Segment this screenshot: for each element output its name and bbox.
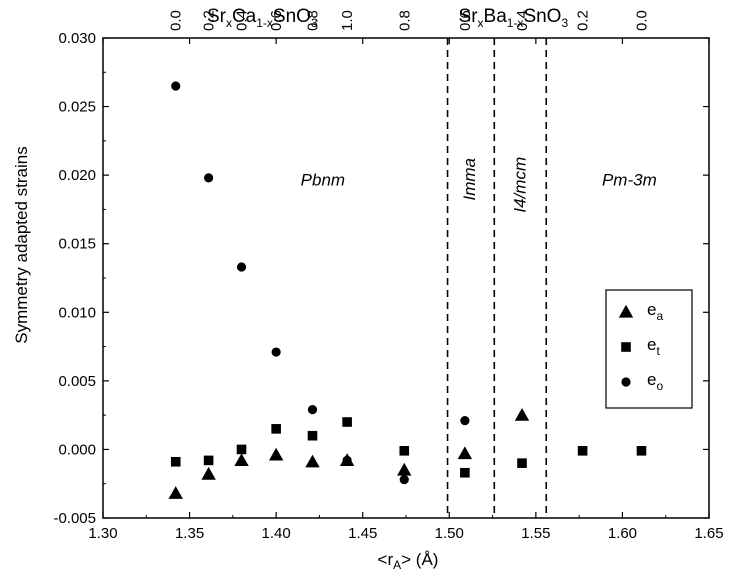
point-e-t bbox=[399, 446, 410, 456]
top-axis-tick-label: 0.4 bbox=[234, 10, 251, 31]
point-e-t bbox=[170, 456, 181, 467]
y-tick-label: 0.010 bbox=[58, 304, 96, 321]
top-axis-tick-label: 0.2 bbox=[201, 10, 218, 31]
y-tick-label: 0.020 bbox=[58, 167, 96, 184]
x-tick-label: 1.45 bbox=[348, 525, 377, 542]
point-e-o bbox=[204, 173, 214, 183]
top-axis-tick-label: 0.6 bbox=[268, 10, 285, 31]
legend-entry-name: e bbox=[647, 335, 656, 354]
legend-entry: et bbox=[647, 335, 660, 358]
x-tick-label: 1.35 bbox=[175, 525, 204, 542]
point-e-o bbox=[171, 81, 181, 91]
legend-entry-subscript: a bbox=[656, 309, 663, 323]
point-e-t bbox=[342, 417, 352, 427]
legend-marker bbox=[621, 377, 631, 387]
legend-entry: eo bbox=[647, 370, 663, 393]
point-e-t bbox=[636, 446, 647, 456]
legend-marker bbox=[621, 342, 631, 352]
y-tick-label: -0.005 bbox=[53, 510, 96, 527]
top-axis-tick-label: 0.0 bbox=[168, 10, 185, 31]
y-tick-label: 0.015 bbox=[58, 236, 96, 253]
top-axis: 0.0 0.2 0.4 0.6 0.8 1.0 0.8 0.6 0.4 0.2 0.0SrxCa1-… bbox=[168, 6, 651, 31]
point-e-o bbox=[236, 262, 247, 272]
point-e-a bbox=[268, 447, 284, 461]
composition-text: Sr bbox=[207, 6, 227, 27]
top-axis-tick-label: 1.0 bbox=[339, 10, 356, 31]
y-tick-label: 0.000 bbox=[58, 441, 96, 458]
point-e-a bbox=[201, 466, 216, 480]
legend-entry-name: e bbox=[647, 370, 656, 389]
point-e-o bbox=[271, 347, 281, 357]
legend-box bbox=[605, 289, 693, 409]
composition-text: SnO bbox=[273, 6, 311, 27]
phase-labels: Pbnm Imma I4/mcm Pm-3m bbox=[301, 157, 657, 213]
phase-label: Pbnm bbox=[301, 170, 345, 189]
point-e-a bbox=[397, 462, 412, 476]
x-axis-label-main: <r bbox=[378, 550, 394, 569]
legend-marker bbox=[618, 304, 634, 318]
y-tick-label: 0.025 bbox=[58, 99, 96, 116]
point-e-a bbox=[168, 486, 183, 499]
top-axis-tick-label: 0.4 bbox=[514, 10, 531, 31]
point-e-t bbox=[460, 467, 470, 478]
legend-entry: ea bbox=[647, 300, 663, 323]
point-e-o bbox=[307, 405, 318, 415]
composition-subscript: x bbox=[226, 16, 232, 30]
phase-label: I4/mcm bbox=[510, 157, 529, 213]
point-e-a bbox=[457, 446, 473, 460]
point-e-a bbox=[234, 453, 249, 467]
point-e-t bbox=[517, 458, 527, 468]
legend-entry-name: e bbox=[647, 300, 656, 319]
point-e-t bbox=[203, 455, 214, 466]
x-tick-label: 1.50 bbox=[435, 525, 464, 542]
legend-entry-subscript: t bbox=[656, 344, 660, 358]
top-axis-tick-label: 0.2 bbox=[575, 10, 592, 31]
x-tick-label: 1.40 bbox=[262, 525, 291, 542]
x-axis-label-unit: > (Å) bbox=[401, 550, 438, 569]
composition-text: Ba bbox=[484, 6, 508, 27]
phase-label: Pm-3m bbox=[602, 170, 657, 189]
composition-text: Ca bbox=[232, 6, 257, 27]
top-axis-tick-label: 0.0 bbox=[633, 10, 650, 31]
point-e-o bbox=[460, 416, 470, 426]
x-axis-label: <rA> (Å) bbox=[378, 550, 439, 572]
x-tick-label: 1.55 bbox=[521, 525, 550, 542]
axis-ticks bbox=[102, 37, 710, 519]
top-composition-label: SrxCa1-xSnO3 bbox=[207, 6, 318, 30]
composition-subscript: 3 bbox=[561, 16, 568, 30]
point-e-a bbox=[514, 407, 530, 421]
x-tick-label: 1.65 bbox=[694, 525, 723, 542]
top-axis-tick-label: 0.8 bbox=[305, 10, 322, 31]
composition-subscript: 3 bbox=[311, 16, 318, 30]
point-e-o bbox=[342, 455, 352, 465]
top-axis-tick-label: 0.8 bbox=[396, 10, 413, 31]
phase-boundaries bbox=[446, 38, 548, 518]
phase-label: Imma bbox=[460, 158, 479, 201]
composition-text: SnO bbox=[523, 6, 561, 27]
x-axis-label-sub: A bbox=[393, 558, 401, 572]
data-points bbox=[168, 81, 647, 499]
point-e-t bbox=[307, 430, 318, 441]
composition-text: Sr bbox=[459, 6, 479, 27]
point-e-a bbox=[305, 454, 320, 468]
point-e-t bbox=[271, 424, 281, 434]
composition-subscript: x bbox=[478, 16, 484, 30]
y-tick-label: 0.005 bbox=[58, 373, 96, 390]
y-axis-label: Symmetry adapted strains bbox=[12, 146, 31, 343]
top-composition-label: SrxBa1-xSnO3 bbox=[459, 6, 569, 30]
legend-entry-subscript: o bbox=[656, 379, 663, 393]
tick-labels: 1.30 1.35 1.40 1.45 1.50 1.55 1.60 1.65 -0.005 0.… bbox=[53, 30, 723, 542]
x-tick-label: 1.60 bbox=[608, 525, 637, 542]
top-axis-tick-label: 0.6 bbox=[457, 10, 474, 31]
composition-subscript: 1-x bbox=[256, 16, 273, 30]
point-e-o bbox=[399, 475, 409, 485]
point-e-t bbox=[577, 446, 588, 456]
point-e-t bbox=[236, 444, 247, 455]
composition-subscript: 1-x bbox=[507, 16, 524, 30]
y-tick-label: 0.030 bbox=[58, 30, 96, 47]
x-tick-label: 1.30 bbox=[88, 525, 117, 542]
